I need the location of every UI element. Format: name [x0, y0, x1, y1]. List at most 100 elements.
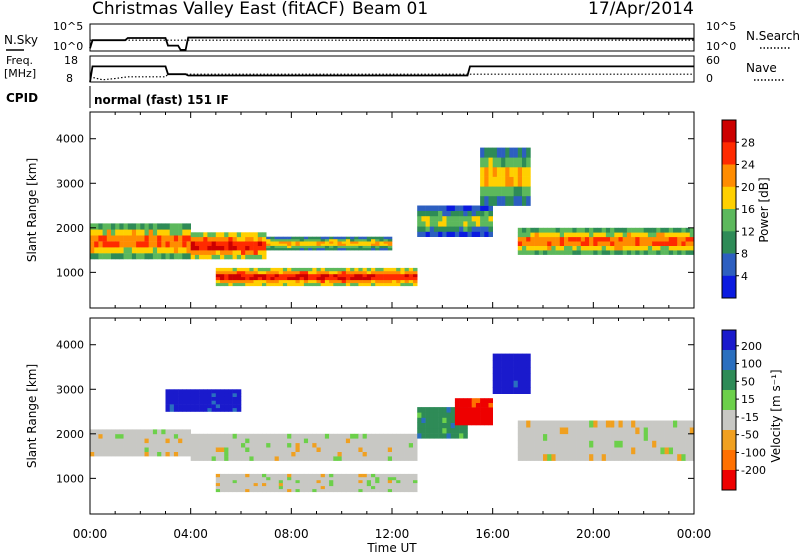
velocity-cell: [543, 440, 548, 448]
velocity-cell: [526, 367, 531, 374]
velocity-cell: [622, 427, 628, 435]
velocity-cell: [652, 440, 657, 448]
velocity-cell: [111, 438, 116, 444]
velocity-cell: [526, 353, 531, 361]
beam-label: Beam 01: [352, 0, 428, 19]
velocity-cell: [249, 476, 254, 481]
velocity-cell: [366, 473, 372, 478]
power-cell: [144, 235, 149, 242]
power-cell: [111, 253, 116, 260]
power-cell: [538, 227, 544, 233]
power-cell: [605, 241, 611, 246]
power-cell: [115, 253, 120, 260]
velocity-cell: [157, 438, 162, 444]
velocity-cell: [576, 433, 582, 441]
velocity-cell: [245, 488, 250, 493]
velocity-cell: [421, 422, 426, 429]
power-cell: [282, 267, 288, 272]
velocity-cell: [337, 488, 342, 493]
power-cell: [199, 254, 204, 260]
power-cell: [144, 253, 149, 260]
velocity-cell: [375, 479, 380, 484]
power-cell: [295, 282, 300, 287]
velocity-cell: [551, 447, 556, 455]
velocity-cell: [387, 485, 393, 490]
velocity-cell: [517, 353, 523, 361]
power-cell: [396, 270, 401, 275]
velocity-cell: [618, 447, 623, 455]
velocity-cell: [282, 482, 288, 487]
velocity-cell: [631, 447, 636, 455]
velocity-cell: [119, 433, 124, 439]
power-cell: [140, 241, 145, 248]
power-cell: [584, 227, 590, 233]
power-cell: [392, 267, 397, 272]
velocity-cell: [530, 447, 535, 455]
power-cell: [337, 239, 342, 242]
velocity-cell: [329, 476, 334, 481]
power-cell: [241, 245, 246, 251]
power-cell: [308, 241, 313, 244]
velocity-cell: [274, 488, 280, 493]
velocity-cell: [173, 429, 179, 435]
power-cell: [320, 243, 326, 246]
velocity-cell: [102, 447, 108, 452]
power-cell: [392, 282, 397, 287]
power-cell: [249, 276, 254, 281]
velocity-cell: [333, 438, 338, 444]
power-cell: [480, 231, 485, 237]
velocity-cell: [433, 407, 439, 413]
velocity-cell: [282, 456, 288, 461]
power-cell: [635, 232, 640, 238]
power-cell: [547, 227, 552, 233]
velocity-cell: [165, 389, 170, 394]
power-cell: [387, 276, 393, 281]
power-cell: [232, 245, 238, 251]
power-cell: [295, 267, 300, 272]
power-cell: [98, 223, 103, 230]
power-cell: [270, 236, 275, 240]
nave-label: Nave: [746, 61, 777, 75]
power-cell: [337, 273, 342, 278]
colorbar-tick-label: 200: [741, 340, 762, 353]
velocity-cell: [589, 433, 594, 441]
power-cell: [601, 227, 607, 233]
power-cell: [299, 239, 305, 242]
velocity-cell: [333, 485, 338, 490]
velocity-cell: [442, 417, 447, 423]
power-cell: [404, 270, 410, 275]
power-cell: [387, 241, 393, 244]
power-cell: [685, 227, 691, 233]
velocity-cell: [236, 442, 242, 448]
power-cell: [115, 247, 120, 254]
velocity-cell: [316, 447, 321, 452]
velocity-cell: [387, 447, 393, 452]
power-cell: [480, 221, 485, 227]
velocity-cell: [169, 393, 175, 397]
power-cell: [371, 273, 376, 278]
velocity-cell: [517, 360, 523, 368]
power-cell: [224, 270, 229, 275]
power-cell: [303, 267, 309, 272]
power-cell: [656, 236, 661, 242]
velocity-cell: [350, 442, 355, 448]
velocity-cell: [463, 411, 468, 417]
velocity-cell: [316, 438, 321, 444]
velocity-cell: [673, 433, 678, 441]
velocity-cell: [538, 440, 544, 448]
power-cell: [383, 247, 389, 251]
power-cell: [463, 215, 468, 222]
power-cell: [471, 221, 477, 227]
power-cell: [320, 282, 326, 287]
velocity-cell: [354, 456, 359, 461]
power-cell: [547, 245, 552, 251]
velocity-cell: [320, 447, 326, 452]
velocity-cell: [295, 447, 300, 452]
power-cell: [404, 273, 410, 278]
velocity-cell: [232, 456, 238, 461]
power-cell: [274, 241, 280, 244]
velocity-cell: [568, 440, 573, 448]
power-cell: [564, 227, 569, 233]
velocity-cell: [576, 447, 582, 455]
power-cell: [446, 215, 451, 222]
